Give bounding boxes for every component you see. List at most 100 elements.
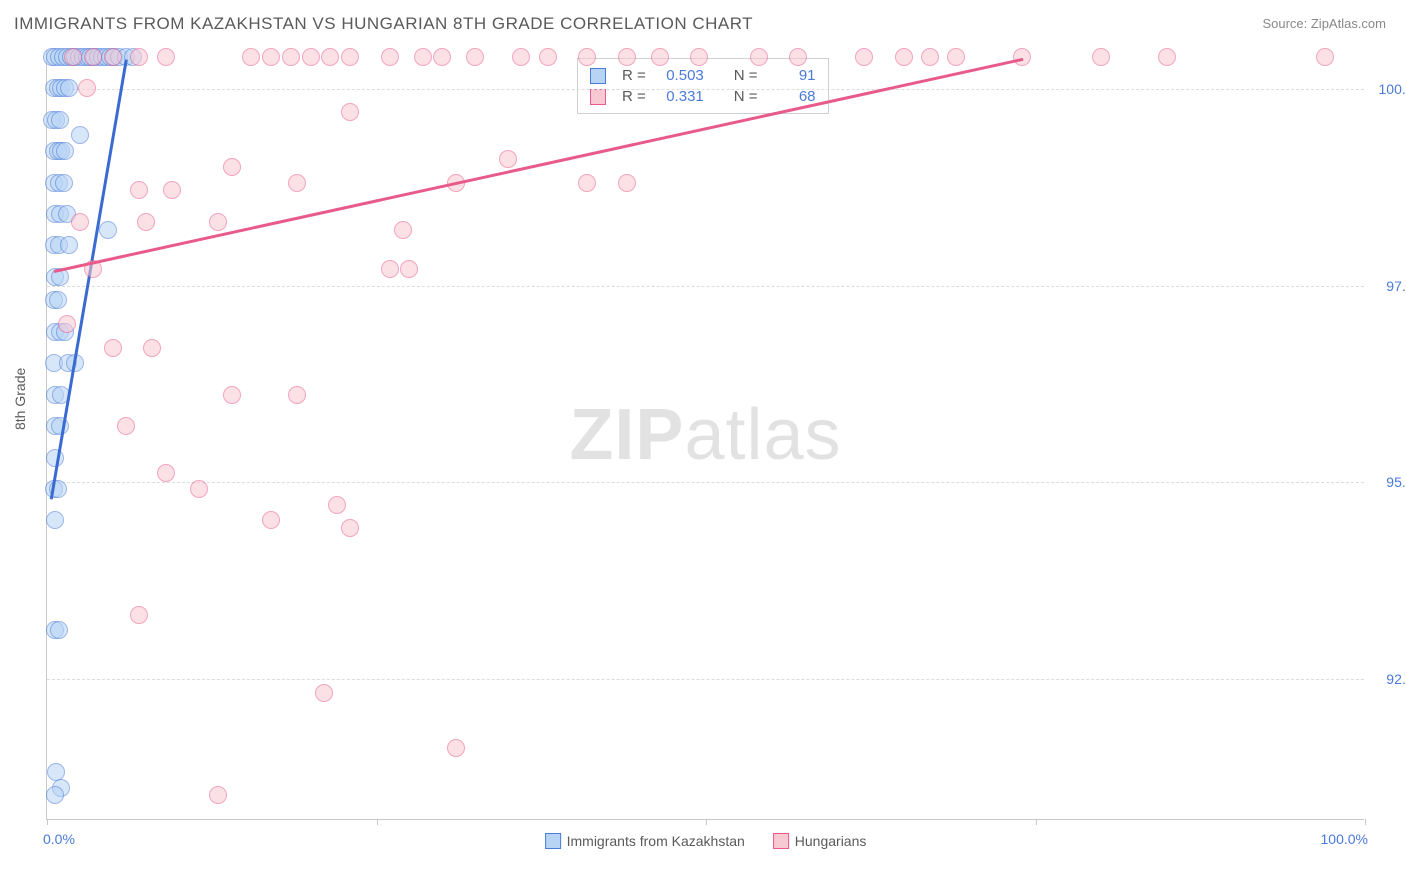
data-point <box>49 291 67 309</box>
y-tick-label: 100.0% <box>1370 81 1406 97</box>
data-point <box>51 111 69 129</box>
x-tick <box>1036 819 1037 825</box>
data-point <box>381 260 399 278</box>
data-point <box>84 48 102 66</box>
data-point <box>512 48 530 66</box>
data-point <box>56 142 74 160</box>
data-point <box>921 48 939 66</box>
x-tick <box>706 819 707 825</box>
watermark-light: atlas <box>684 395 841 475</box>
x-min-label: 0.0% <box>43 831 75 847</box>
data-point <box>242 48 260 66</box>
source-prefix: Source: <box>1262 16 1310 31</box>
data-point <box>341 103 359 121</box>
data-point <box>262 48 280 66</box>
data-point <box>60 236 78 254</box>
data-point <box>578 48 596 66</box>
data-point <box>328 496 346 514</box>
data-point <box>618 174 636 192</box>
data-point <box>341 48 359 66</box>
data-point <box>447 739 465 757</box>
y-tick-label: 92.5% <box>1370 671 1406 687</box>
data-point <box>157 48 175 66</box>
data-point <box>282 48 300 66</box>
legend-item: Hungarians <box>773 833 867 849</box>
gridline <box>47 679 1364 680</box>
plot-area: ZIPatlas R =0.503N =91R =0.331N =68 Immi… <box>46 50 1364 820</box>
chart-title: IMMIGRANTS FROM KAZAKHSTAN VS HUNGARIAN … <box>14 14 753 34</box>
legend-r-label: R = <box>622 88 646 105</box>
data-point <box>433 48 451 66</box>
data-point <box>288 174 306 192</box>
gridline <box>47 482 1364 483</box>
data-point <box>262 511 280 529</box>
data-point <box>947 48 965 66</box>
legend-n-label: N = <box>734 67 758 84</box>
data-point <box>1092 48 1110 66</box>
data-point <box>381 48 399 66</box>
data-point <box>414 48 432 66</box>
data-point <box>137 213 155 231</box>
correlation-legend: R =0.503N =91R =0.331N =68 <box>577 58 829 114</box>
legend-swatch <box>773 833 789 849</box>
data-point <box>50 621 68 639</box>
data-point <box>104 339 122 357</box>
data-point <box>157 464 175 482</box>
data-point <box>58 315 76 333</box>
data-point <box>288 386 306 404</box>
legend-r-value: 0.331 <box>656 88 704 105</box>
data-point <box>163 181 181 199</box>
data-point <box>315 684 333 702</box>
data-point <box>209 213 227 231</box>
data-point <box>130 181 148 199</box>
data-point <box>895 48 913 66</box>
data-point <box>855 48 873 66</box>
data-point <box>321 48 339 66</box>
y-tick-label: 95.0% <box>1370 474 1406 490</box>
data-point <box>789 48 807 66</box>
x-max-label: 100.0% <box>1321 831 1368 847</box>
legend-n-label: N = <box>734 88 758 105</box>
data-point <box>117 417 135 435</box>
data-point <box>394 221 412 239</box>
data-point <box>539 48 557 66</box>
data-point <box>341 519 359 537</box>
data-point <box>400 260 418 278</box>
data-point <box>78 79 96 97</box>
y-tick-label: 97.5% <box>1370 278 1406 294</box>
data-point <box>60 79 78 97</box>
legend-r-label: R = <box>622 67 646 84</box>
data-point <box>143 339 161 357</box>
legend-swatch <box>545 833 561 849</box>
legend-n-value: 91 <box>768 67 816 84</box>
data-point <box>130 606 148 624</box>
data-point <box>302 48 320 66</box>
data-point <box>46 786 64 804</box>
data-point <box>190 480 208 498</box>
source-link[interactable]: ZipAtlas.com <box>1311 16 1386 31</box>
data-point <box>690 48 708 66</box>
x-tick <box>377 819 378 825</box>
gridline <box>47 89 1364 90</box>
legend-item: Immigrants from Kazakhstan <box>545 833 745 849</box>
data-point <box>1158 48 1176 66</box>
data-point <box>130 48 148 66</box>
data-point <box>618 48 636 66</box>
data-point <box>499 150 517 168</box>
x-tick <box>47 819 48 825</box>
legend-swatch <box>590 89 606 105</box>
data-point <box>64 48 82 66</box>
y-axis-label: 8th Grade <box>12 368 28 430</box>
data-point <box>104 48 122 66</box>
data-point <box>466 48 484 66</box>
legend-series-name: Immigrants from Kazakhstan <box>567 833 745 849</box>
legend-series-name: Hungarians <box>795 833 867 849</box>
legend-row: R = 0.503 N = 91 <box>590 65 816 86</box>
watermark: ZIPatlas <box>569 394 841 476</box>
data-point <box>223 158 241 176</box>
legend-r-value: 0.503 <box>656 67 704 84</box>
data-point <box>71 126 89 144</box>
series-legend: Immigrants from Kazakhstan Hungarians <box>545 833 867 849</box>
source-attribution: Source: ZipAtlas.com <box>1262 16 1386 31</box>
legend-swatch <box>590 68 606 84</box>
